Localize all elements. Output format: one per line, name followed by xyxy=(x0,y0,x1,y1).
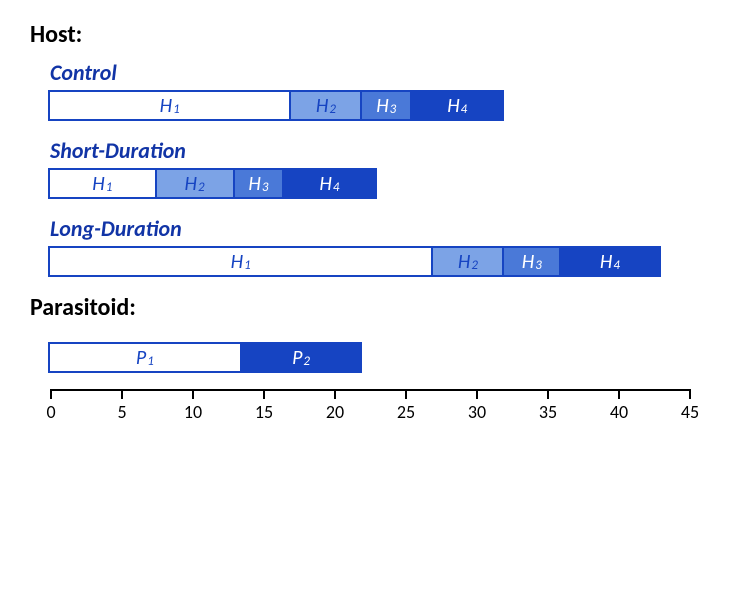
tick-label-45: 45 xyxy=(681,401,699,423)
control-segment-var-2: H xyxy=(376,94,388,118)
parasitoid-chart: P1P2 xyxy=(50,332,721,373)
short-segment-var-1: H xyxy=(185,172,197,196)
tick-45 xyxy=(689,389,691,399)
parasitoid-segment-1: P1 xyxy=(48,342,242,373)
host-chart: ControlH1H2H3H4Short-DurationH1H2H3H4Lon… xyxy=(50,59,721,277)
control-segment-sub-1: 2 xyxy=(329,95,336,117)
tick-label-40: 40 xyxy=(610,401,628,423)
tick-label-5: 5 xyxy=(117,401,126,423)
short-segment-sub-1: 2 xyxy=(198,173,205,195)
host-header: Host: xyxy=(30,20,721,49)
short-segment-3: H3 xyxy=(233,168,285,199)
tick-15 xyxy=(263,389,265,399)
tick-label-25: 25 xyxy=(397,401,415,423)
control-segment-4: H4 xyxy=(410,90,504,121)
long-segment-2: H2 xyxy=(431,246,504,277)
control-bar: H1H2H3H4 xyxy=(50,90,721,121)
parasitoid-segment-var-1: P xyxy=(292,346,302,370)
control-segment-2: H2 xyxy=(289,90,362,121)
short-segment-sub-0: 1 xyxy=(106,173,113,195)
parasitoid-segment-sub-0: 1 xyxy=(147,347,154,369)
control-segment-sub-2: 3 xyxy=(390,95,397,117)
tick-label-15: 15 xyxy=(255,401,273,423)
parasitoid-segment-var-0: P xyxy=(136,346,146,370)
tick-label-30: 30 xyxy=(468,401,486,423)
long-segment-sub-2: 3 xyxy=(535,251,542,273)
parasitoid-segment-sub-1: 2 xyxy=(303,347,310,369)
long-segment-sub-0: 1 xyxy=(244,251,251,273)
control-segment-1: H1 xyxy=(48,90,291,121)
short-segment-sub-2: 3 xyxy=(262,173,269,195)
axis-line xyxy=(50,389,691,391)
long-segment-4: H4 xyxy=(559,246,660,277)
parasitoid-header: Parasitoid: xyxy=(30,293,721,322)
control-segment-sub-3: 4 xyxy=(461,95,468,117)
tick-label-20: 20 xyxy=(326,401,344,423)
tick-10 xyxy=(192,389,194,399)
short-segment-var-2: H xyxy=(248,172,260,196)
group-label-long: Long-Duration xyxy=(50,215,721,242)
tick-0 xyxy=(50,389,52,399)
control-segment-3: H3 xyxy=(360,90,412,121)
short-segment-4: H4 xyxy=(282,168,376,199)
long-segment-1: H1 xyxy=(48,246,433,277)
group-label-short: Short-Duration xyxy=(50,137,721,164)
tick-label-0: 0 xyxy=(46,401,55,423)
control-segment-var-0: H xyxy=(160,94,172,118)
parasitoid-bar: P1P2 xyxy=(50,342,721,373)
tick-label-10: 10 xyxy=(184,401,202,423)
long-segment-var-1: H xyxy=(458,250,470,274)
short-segment-var-0: H xyxy=(92,172,104,196)
short-segment-sub-3: 4 xyxy=(333,173,340,195)
long-segment-var-0: H xyxy=(231,250,243,274)
long-segment-3: H3 xyxy=(502,246,561,277)
x-axis: 051015202530354045 xyxy=(50,389,721,439)
tick-20 xyxy=(334,389,336,399)
parasitoid-segment-2: P2 xyxy=(240,342,363,373)
long-bar: H1H2H3H4 xyxy=(50,246,721,277)
short-segment-var-3: H xyxy=(319,172,331,196)
long-segment-var-3: H xyxy=(600,250,612,274)
tick-label-35: 35 xyxy=(539,401,557,423)
tick-30 xyxy=(476,389,478,399)
control-segment-var-3: H xyxy=(447,94,459,118)
long-segment-var-2: H xyxy=(522,250,534,274)
control-segment-var-1: H xyxy=(316,94,328,118)
tick-35 xyxy=(547,389,549,399)
short-segment-1: H1 xyxy=(48,168,157,199)
tick-25 xyxy=(405,389,407,399)
control-segment-sub-0: 1 xyxy=(173,95,180,117)
long-segment-sub-3: 4 xyxy=(613,251,620,273)
short-segment-2: H2 xyxy=(155,168,235,199)
short-bar: H1H2H3H4 xyxy=(50,168,721,199)
long-segment-sub-1: 2 xyxy=(471,251,478,273)
tick-5 xyxy=(121,389,123,399)
tick-40 xyxy=(618,389,620,399)
group-label-control: Control xyxy=(50,59,721,86)
